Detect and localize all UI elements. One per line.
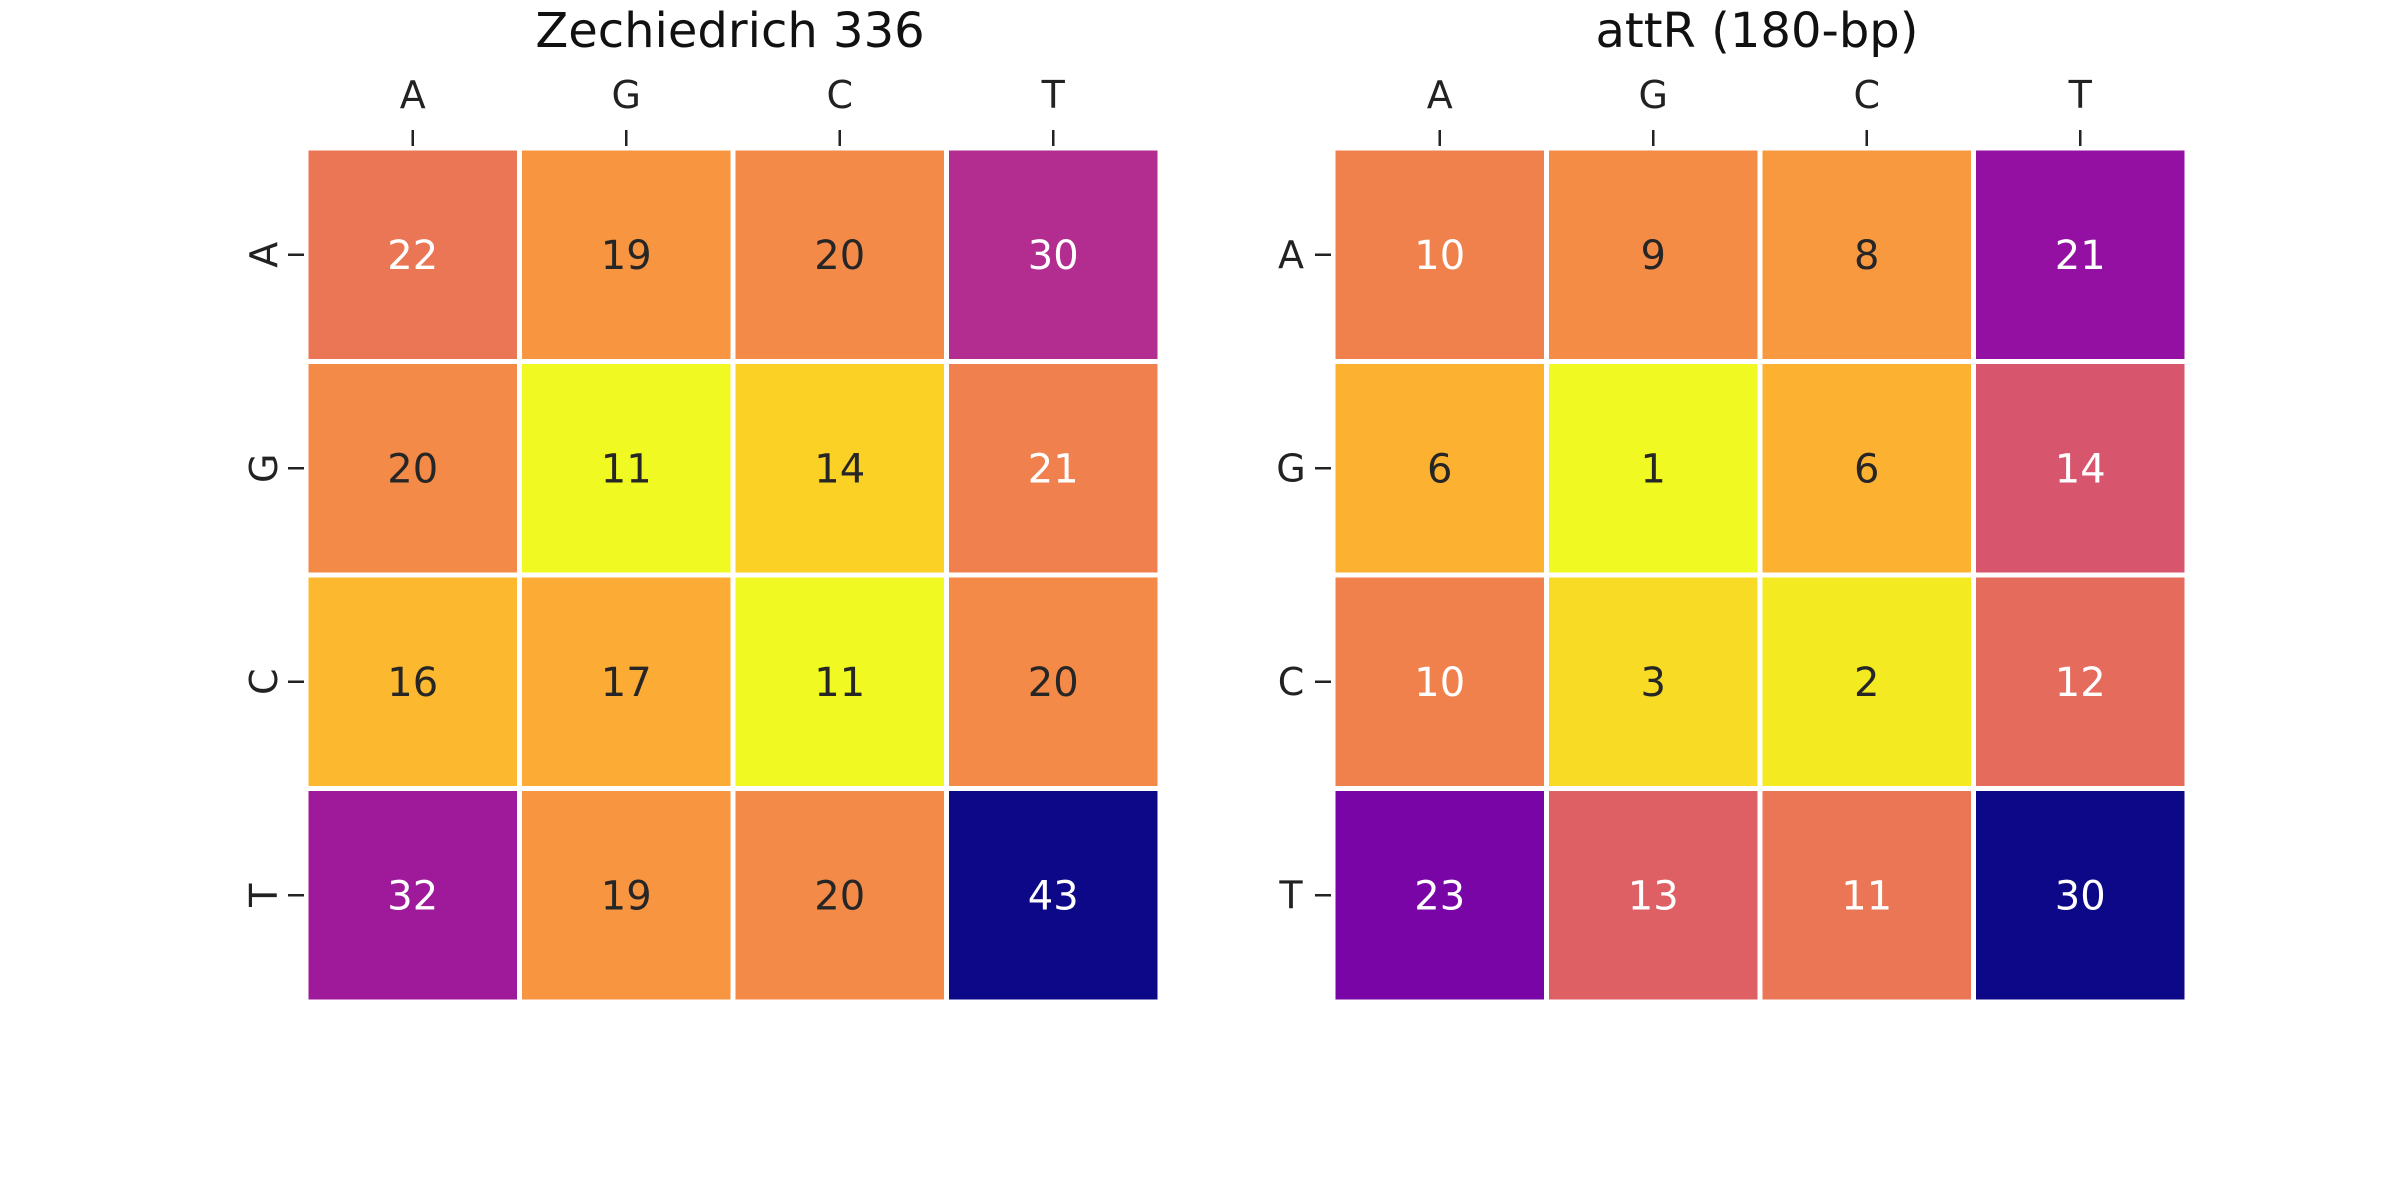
x-tick-label: C [826, 73, 853, 117]
heatmap-cell [1544, 145, 1763, 364]
cell-value-label: 3 [1641, 660, 1666, 706]
cell-value-label: 13 [1628, 873, 1679, 919]
y-tick-label: G [242, 454, 286, 483]
cell-value-label: 19 [601, 233, 652, 279]
heatmap-cell [1330, 786, 1549, 1005]
cell-value-label: 14 [2055, 446, 2106, 492]
cell-value-label: 10 [1414, 233, 1465, 279]
cell-value-label: 11 [814, 660, 865, 706]
cell-value-label: 32 [387, 873, 438, 919]
x-tick-label: T [1041, 73, 1066, 117]
cell-value-label: 9 [1641, 233, 1666, 279]
x-tick-label: G [612, 73, 641, 117]
cell-value-label: 17 [601, 660, 652, 706]
cell-value-label: 10 [1414, 660, 1465, 706]
heatmap-cell [303, 145, 522, 364]
cell-value-label: 22 [387, 233, 438, 279]
heatmap-cell [1757, 359, 1976, 578]
x-tick-label: T [2068, 73, 2093, 117]
cell-value-label: 19 [601, 873, 652, 919]
heatmap-cell [303, 786, 522, 1005]
chart-title: attR (180-bp) [1596, 3, 1919, 59]
cell-value-label: 20 [814, 873, 865, 919]
cell-value-label: 21 [1028, 446, 1079, 492]
heatmap-cell [1971, 145, 2190, 364]
cell-value-label: 11 [601, 446, 652, 492]
heatmap-cell [944, 572, 1163, 791]
cell-value-label: 30 [2055, 873, 2106, 919]
heatmap-cell [1757, 572, 1976, 791]
cell-value-label: 8 [1854, 233, 1879, 279]
heatmap-cell [944, 359, 1163, 578]
heatmap-cell [1757, 145, 1976, 364]
heatmap-cell [1330, 145, 1549, 364]
cell-value-label: 20 [1028, 660, 1079, 706]
heatmap-cell [1757, 786, 1976, 1005]
heatmap-cell [1544, 572, 1763, 791]
cell-value-label: 20 [814, 233, 865, 279]
y-tick-label: G [1276, 446, 1305, 490]
heatmap-cell [944, 145, 1163, 364]
y-tick-label: T [242, 883, 286, 908]
cell-value-label: 43 [1028, 873, 1079, 919]
heatmap-cell [517, 359, 736, 578]
heatmap-cell [944, 786, 1163, 1005]
x-tick-label: A [400, 73, 426, 117]
y-tick-label: C [242, 668, 286, 695]
heatmap-cell [517, 786, 736, 1005]
cell-value-label: 20 [387, 446, 438, 492]
cell-value-label: 23 [1414, 873, 1465, 919]
cell-value-label: 12 [2055, 660, 2106, 706]
cell-value-label: 30 [1028, 233, 1079, 279]
heatmap-cell [1330, 572, 1549, 791]
cell-value-label: 1 [1641, 446, 1666, 492]
x-tick-label: A [1427, 73, 1453, 117]
chart-title: Zechiedrich 336 [535, 3, 924, 59]
heatmap-panel-attr: attR (180-bp) 10 9 8 21 6 1 6 14 10 3 2 12 23 13 11 30 A… [1276, 3, 2190, 1005]
y-tick-label: T [1278, 873, 1303, 917]
x-tick-label: G [1639, 73, 1668, 117]
y-tick-label: A [242, 242, 286, 268]
cell-value-label: 6 [1427, 446, 1452, 492]
y-tick-label: C [1278, 660, 1305, 704]
heatmap-cell [1544, 786, 1763, 1005]
heatmap-cell [1971, 786, 2190, 1005]
heatmap-cell [517, 572, 736, 791]
cell-value-label: 14 [814, 446, 865, 492]
cell-value-label: 6 [1854, 446, 1879, 492]
heatmap-cell [517, 145, 736, 364]
cell-value-label: 16 [387, 660, 438, 706]
heatmap-panel-zechiedrich: Zechiedrich 336 22 19 20 30 20 11 14 21 16 17 11 20… [242, 3, 1163, 1005]
cell-value-label: 2 [1854, 660, 1879, 706]
y-tick-label: A [1278, 233, 1304, 277]
cell-value-label: 21 [2055, 233, 2106, 279]
cell-value-label: 11 [1841, 873, 1892, 919]
x-tick-label: C [1853, 73, 1880, 117]
